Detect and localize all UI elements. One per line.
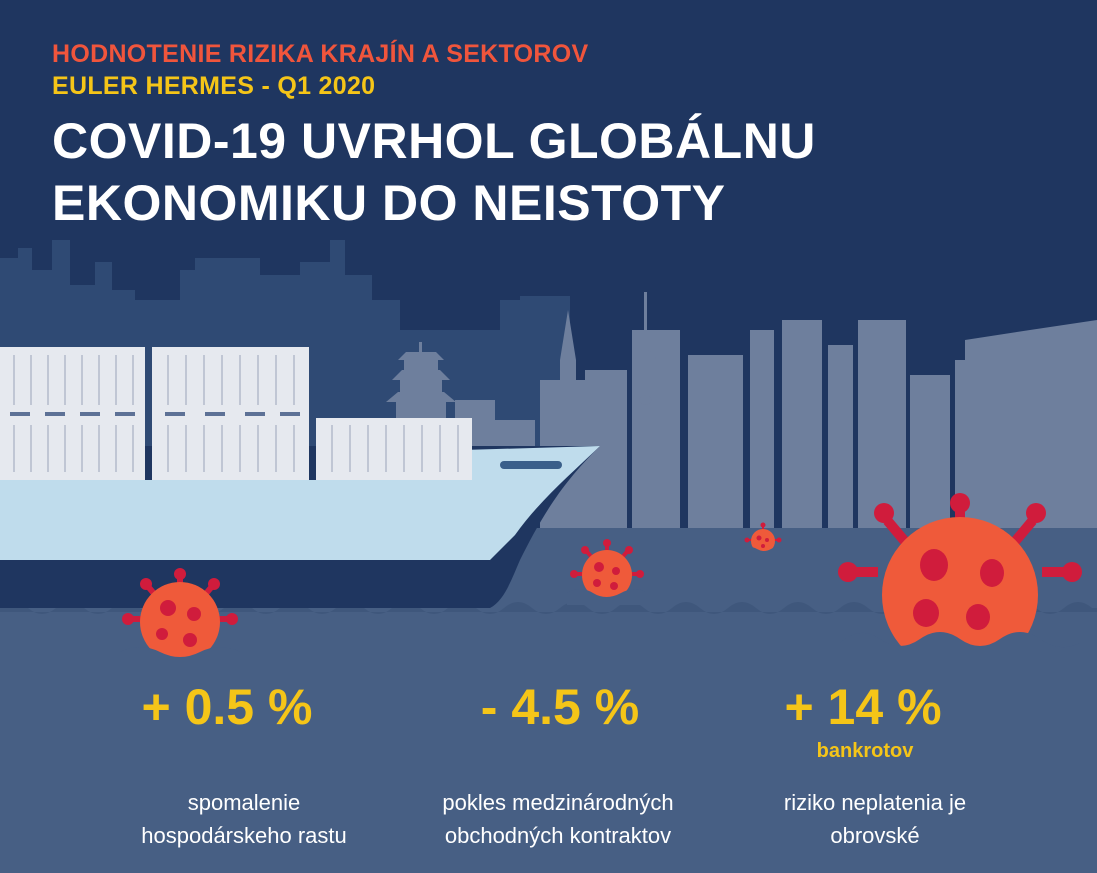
virus-icon <box>567 539 647 605</box>
stat-desc-insolvency: riziko neplatenia je obrovské <box>715 786 1035 852</box>
desc-line: obrovské <box>830 823 920 848</box>
subtitle-source: EULER HERMES - Q1 2020 <box>52 72 376 100</box>
stat-desc-growth: spomalenie hospodárskeho rastu <box>84 786 404 852</box>
desc-line: obchodných kontraktov <box>444 823 672 848</box>
subtitle-report: HODNOTENIE RIZIKA KRAJÍN A SEKTOROV <box>52 40 589 68</box>
stat-value-contracts: - 4.5 % <box>480 679 640 735</box>
desc-line: riziko neplatenia je <box>783 790 967 815</box>
virus-icon <box>120 568 240 672</box>
stat-note-insolvency: bankrotov <box>816 740 914 762</box>
tv-tower-icon <box>635 292 656 530</box>
stat-value-insolvency: + 14 % <box>784 679 942 735</box>
shipping-container-group <box>0 347 472 480</box>
shipping-container-icon <box>316 418 472 480</box>
virus-icon <box>838 493 1082 695</box>
desc-line: hospodárskeho rastu <box>141 823 347 848</box>
virus-icon <box>743 522 783 555</box>
stat-desc-contracts: pokles medzinárodných obchodných kontrak… <box>398 786 718 852</box>
desc-line: spomalenie <box>187 790 301 815</box>
pagoda-icon <box>386 342 456 432</box>
cargo-ship-icon <box>0 347 600 608</box>
desc-line: pokles medzinárodných <box>442 790 674 815</box>
ship-porthole <box>500 461 562 469</box>
title-line-1: COVID-19 UVRHOL GLOBÁLNU <box>52 113 816 169</box>
title-line-2: EKONOMIKU DO NEISTOTY <box>52 175 726 231</box>
stat-value-growth: + 0.5 % <box>141 679 313 735</box>
page-title: COVID-19 UVRHOL GLOBÁLNU EKONOMIKU DO NE… <box>52 110 816 234</box>
